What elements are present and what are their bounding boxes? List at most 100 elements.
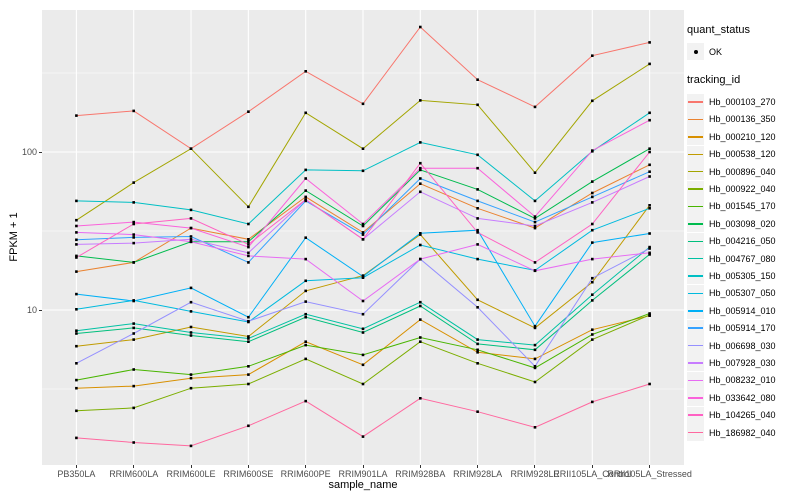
data-point — [304, 340, 307, 343]
data-point — [591, 99, 594, 103]
legend-line-swatch — [688, 101, 703, 103]
legend-item-label: Hb_007928_030 — [709, 357, 776, 368]
data-point — [591, 191, 594, 195]
legend-line-swatch — [688, 118, 703, 121]
legend-tracking-id-items: Hb_000103_270 Hb_000136_350 Hb_000210_120 H… — [687, 93, 799, 441]
data-point — [132, 441, 135, 444]
legend-key-box — [687, 302, 704, 320]
y-tick-label: 10 — [26, 304, 37, 315]
legend-line-swatch — [688, 240, 703, 242]
data-point — [189, 373, 193, 376]
data-point — [476, 228, 479, 232]
legend-line-swatch — [688, 153, 703, 156]
legend-key-box — [687, 110, 704, 128]
data-point — [419, 257, 422, 261]
data-point — [476, 153, 479, 157]
data-point — [189, 325, 193, 329]
legend-item-Hb_000538_120: Hb_000538_120 — [687, 145, 799, 163]
data-point — [304, 70, 307, 73]
data-point — [304, 279, 307, 283]
data-point — [132, 241, 135, 245]
x-tick-mark — [247, 465, 249, 468]
data-point — [419, 99, 422, 102]
legend-key-box — [687, 163, 704, 181]
legend-item-label: Hb_005305_150 — [709, 270, 776, 281]
data-point — [648, 382, 651, 386]
legend-item-Hb_006698_030: Hb_006698_030 — [687, 337, 799, 355]
legend-key-box — [687, 145, 704, 163]
data-point — [648, 247, 651, 250]
legend-item-label: Hb_104265_040 — [709, 410, 776, 421]
data-point — [304, 343, 307, 347]
legend-item-label: Hb_186982_040 — [709, 427, 776, 438]
data-point — [648, 251, 651, 255]
legend-item-label: Hb_006698_030 — [709, 340, 776, 351]
legend-key-box — [687, 180, 704, 198]
data-point — [132, 109, 135, 113]
y-tick-mark — [39, 309, 42, 311]
data-point — [247, 205, 250, 209]
data-point — [533, 105, 537, 109]
x-tick-mark — [305, 465, 307, 468]
data-point — [75, 344, 78, 348]
data-point — [361, 312, 365, 316]
data-point — [361, 363, 365, 367]
data-point — [648, 147, 651, 150]
data-point — [247, 340, 250, 343]
data-point — [591, 241, 594, 244]
data-point — [304, 198, 307, 201]
data-point — [648, 175, 651, 178]
data-point — [75, 409, 78, 413]
data-point — [189, 376, 193, 380]
data-point — [75, 231, 78, 234]
data-point — [361, 231, 365, 234]
data-point — [419, 161, 422, 165]
data-point — [361, 102, 365, 106]
data-point — [247, 424, 250, 428]
x-tick-mark — [477, 465, 479, 468]
data-point — [361, 275, 365, 278]
legend-key-box — [687, 215, 704, 233]
legend-key-box — [687, 354, 704, 372]
data-point — [648, 232, 651, 235]
data-point — [247, 335, 250, 338]
data-point — [419, 232, 422, 235]
data-point — [533, 365, 537, 368]
data-point — [476, 298, 479, 302]
legend-key-box — [687, 128, 704, 146]
legend-item-label: Hb_005914_010 — [709, 305, 776, 316]
x-tick-label-RRIM600SE: RRIM600SE — [223, 469, 274, 479]
x-tick-label-RRII105LA_Stressed: RRII105LA_Stressed — [607, 469, 692, 479]
data-point — [533, 380, 537, 384]
legend-item-Hb_000136_350: Hb_000136_350 — [687, 110, 799, 128]
legend-line-swatch — [688, 327, 703, 329]
data-point — [419, 300, 422, 304]
data-point — [533, 348, 537, 352]
x-tick-mark — [649, 465, 651, 468]
legend-item-Hb_001545_170: Hb_001545_170 — [687, 197, 799, 215]
x-tick-label-RRIM600LE: RRIM600LE — [166, 469, 216, 479]
data-point — [419, 182, 422, 185]
data-point — [533, 426, 537, 429]
data-point — [476, 217, 479, 220]
data-point — [419, 340, 422, 343]
x-tick-label-RRIM600PE: RRIM600PE — [280, 469, 331, 479]
x-tick-mark — [534, 465, 536, 468]
legend-item-Hb_033642_080: Hb_033642_080 — [687, 389, 799, 407]
data-point — [476, 351, 479, 354]
data-point — [419, 166, 422, 170]
data-point — [419, 318, 422, 321]
data-point — [591, 328, 594, 331]
data-point — [361, 233, 365, 236]
data-point — [75, 114, 78, 117]
data-point — [247, 365, 250, 368]
data-point — [533, 366, 537, 370]
data-point — [476, 78, 479, 81]
data-point — [533, 226, 537, 230]
legend-key-box — [687, 197, 704, 215]
x-tick-label-PB350LA: PB350LA — [57, 469, 96, 479]
legend-key-box — [687, 232, 704, 250]
data-point — [648, 312, 651, 315]
legend-item-Hb_007928_030: Hb_007928_030 — [687, 354, 799, 372]
